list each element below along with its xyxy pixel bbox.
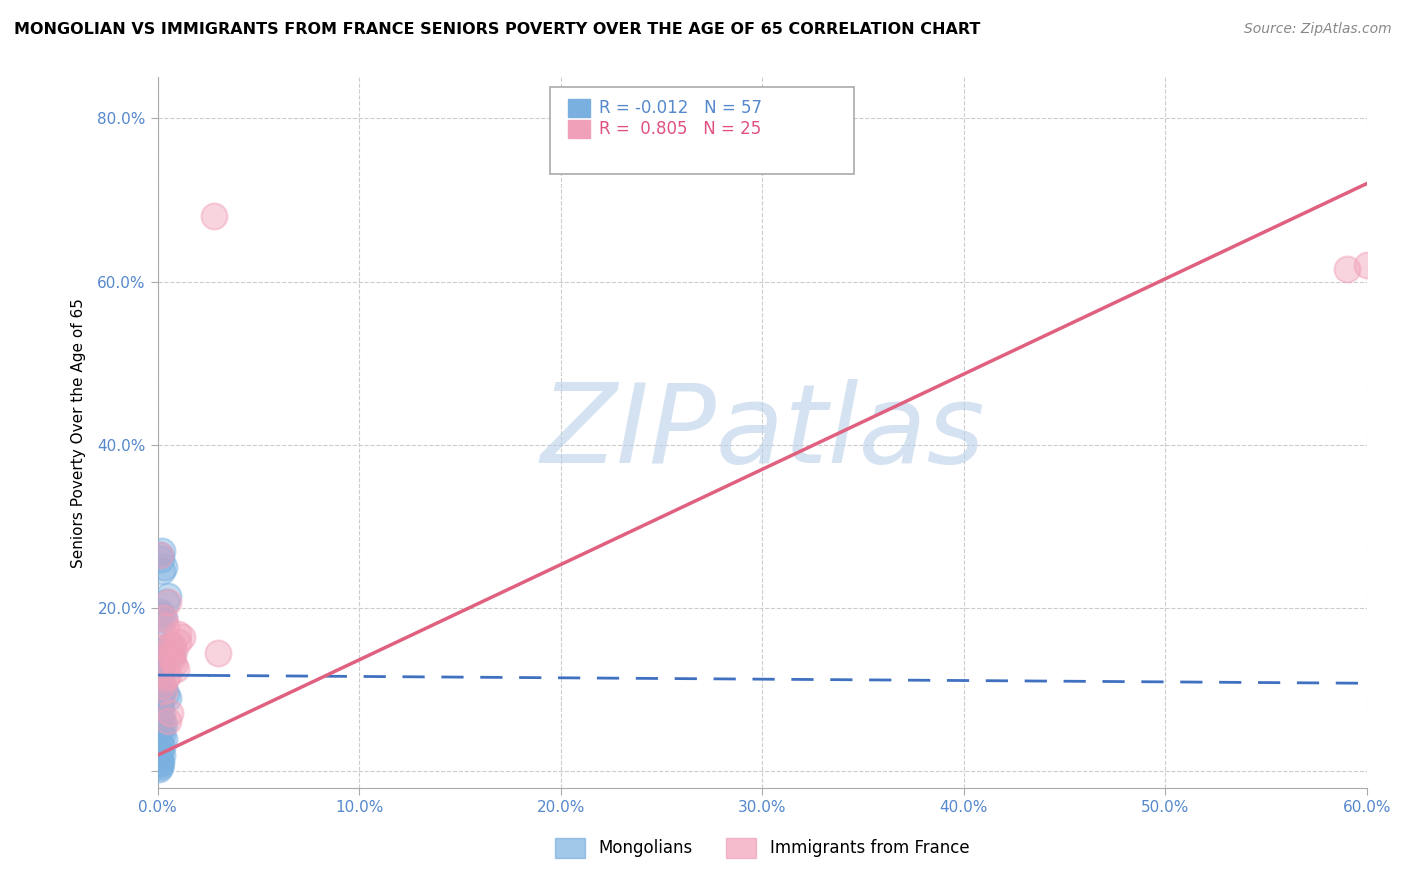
Point <box>156 668 179 682</box>
Point <box>149 662 172 676</box>
Point <box>155 640 177 655</box>
Point <box>159 638 181 652</box>
Point <box>160 638 183 652</box>
Point <box>160 652 183 666</box>
Point <box>152 560 174 574</box>
Point <box>150 748 173 763</box>
Point <box>148 703 170 717</box>
Point <box>156 594 179 608</box>
Point <box>159 706 181 720</box>
Point <box>202 209 225 223</box>
Point <box>150 739 173 754</box>
Point <box>152 646 174 660</box>
Point <box>150 679 173 693</box>
Point <box>149 758 172 772</box>
Point <box>152 717 174 731</box>
Point <box>149 695 172 709</box>
Point <box>163 643 186 657</box>
Point <box>149 657 172 671</box>
Point <box>152 731 174 746</box>
Point <box>150 706 173 720</box>
Point <box>149 756 172 771</box>
Point <box>163 657 186 671</box>
Point <box>149 676 172 690</box>
Point <box>150 728 173 742</box>
Point <box>155 687 177 701</box>
Point <box>152 646 174 660</box>
Point <box>149 665 172 679</box>
Point <box>149 711 172 725</box>
Point <box>149 690 172 704</box>
Point <box>170 630 193 644</box>
Point <box>207 646 229 660</box>
Point <box>155 640 177 655</box>
Point <box>149 755 172 769</box>
Point <box>148 762 170 776</box>
Point <box>149 552 172 566</box>
Point <box>148 660 170 674</box>
Point <box>149 723 172 738</box>
Point <box>1336 262 1358 277</box>
Point <box>149 613 172 627</box>
Point <box>166 627 188 641</box>
Point <box>149 658 172 673</box>
Point <box>149 605 172 619</box>
Point <box>152 611 174 625</box>
Text: ZIPatlas: ZIPatlas <box>540 379 984 486</box>
Point <box>155 619 177 633</box>
Point <box>156 714 179 728</box>
Point <box>156 589 179 603</box>
Point <box>1355 258 1378 272</box>
Point <box>152 611 174 625</box>
Text: Source: ZipAtlas.com: Source: ZipAtlas.com <box>1244 22 1392 37</box>
Point <box>150 544 173 558</box>
Point <box>155 594 177 608</box>
Point <box>149 744 172 758</box>
Point <box>152 684 174 698</box>
Point <box>150 652 173 666</box>
Point <box>149 752 172 766</box>
Point <box>150 714 173 728</box>
Point <box>149 699 172 714</box>
Point <box>149 760 172 774</box>
Point <box>150 719 173 733</box>
Point <box>150 565 173 579</box>
Point <box>150 654 173 668</box>
Point <box>149 682 172 697</box>
Point <box>156 690 179 705</box>
Point <box>160 648 183 663</box>
Point <box>159 648 181 663</box>
Point <box>148 671 170 685</box>
Y-axis label: Seniors Poverty Over the Age of 65: Seniors Poverty Over the Age of 65 <box>72 298 86 567</box>
Point <box>156 643 179 657</box>
Point <box>149 673 172 687</box>
Text: R = -0.012   N = 57: R = -0.012 N = 57 <box>599 99 762 117</box>
Point <box>150 684 173 698</box>
Point <box>155 671 177 685</box>
Legend: Mongolians, Immigrants from France: Mongolians, Immigrants from France <box>548 831 976 864</box>
Point <box>166 635 188 649</box>
Point <box>149 548 172 562</box>
Point <box>148 671 170 685</box>
Point <box>149 548 172 562</box>
Point <box>152 681 174 695</box>
Point <box>149 679 172 693</box>
Point <box>149 736 172 750</box>
Text: R =  0.805   N = 25: R = 0.805 N = 25 <box>599 120 761 138</box>
Point <box>149 692 172 706</box>
Text: MONGOLIAN VS IMMIGRANTS FROM FRANCE SENIORS POVERTY OVER THE AGE OF 65 CORRELATI: MONGOLIAN VS IMMIGRANTS FROM FRANCE SENI… <box>14 22 980 37</box>
Point <box>149 668 172 682</box>
Point <box>150 607 173 622</box>
Point <box>165 662 187 676</box>
